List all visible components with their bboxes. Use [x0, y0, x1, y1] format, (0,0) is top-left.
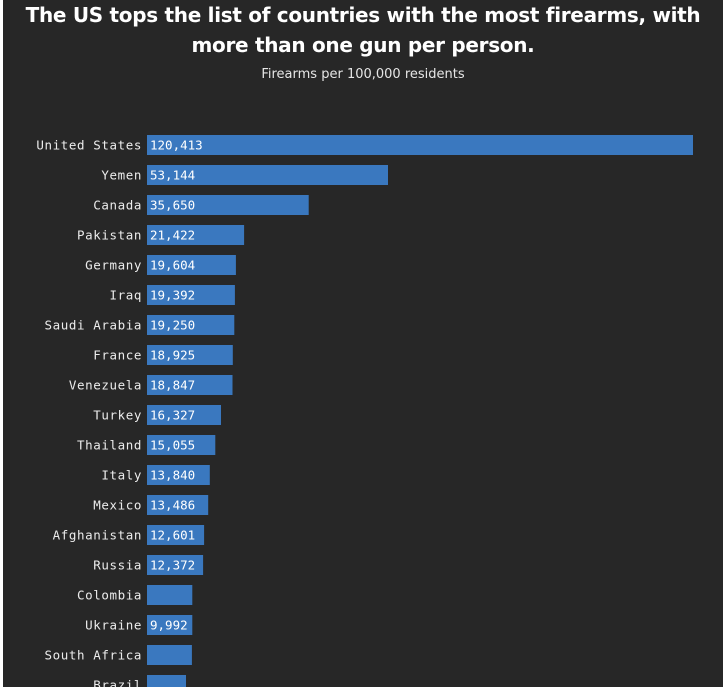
chart-title: The US tops the list of countries with t…: [25, 3, 701, 57]
category-label: United States: [36, 138, 142, 153]
value-label: 13,486: [150, 498, 195, 513]
value-label: 15,055: [150, 438, 195, 453]
bar: [147, 195, 309, 215]
value-label: 12,601: [150, 528, 195, 543]
category-label: Saudi Arabia: [44, 318, 142, 333]
bar-row: Italy 13,840: [101, 465, 210, 485]
bar-row: Canada 35,650: [93, 195, 309, 215]
bar: [147, 405, 221, 425]
bar-row: Yemen 53,144: [101, 165, 388, 185]
chart-panel: The US tops the list of countries with t…: [3, 0, 723, 687]
bar-row: Brazil: [93, 675, 186, 687]
category-label: Iraq: [109, 288, 142, 303]
bar: [147, 525, 205, 545]
category-label: Russia: [93, 558, 142, 573]
category-label: Colombia: [77, 588, 142, 603]
value-label: 18,925: [150, 348, 195, 363]
category-label: South Africa: [44, 648, 142, 663]
bar-row: Thailand 15,055: [77, 435, 216, 455]
category-label: Thailand: [77, 438, 142, 453]
value-label: 53,144: [150, 168, 195, 183]
bar-row: Mexico 13,486: [93, 495, 209, 515]
bar-row: Colombia: [77, 585, 193, 605]
category-label: Mexico: [93, 498, 142, 513]
bar-row: Ukraine 9,992: [85, 615, 193, 635]
bar-row: Germany 19,604: [85, 255, 236, 275]
bar: [147, 315, 235, 335]
value-label: 18,847: [150, 378, 195, 393]
bar: [147, 555, 204, 575]
value-label: 9,992: [150, 618, 188, 633]
category-label: France: [93, 348, 142, 363]
bar-row: South Africa: [44, 645, 192, 665]
value-label: 19,604: [150, 258, 195, 273]
bar-row: Afghanistan 12,601: [53, 525, 205, 545]
bar: [147, 255, 236, 275]
category-label: Afghanistan: [53, 528, 142, 543]
bar: [147, 585, 193, 605]
bar: [147, 285, 235, 305]
bar: [147, 165, 388, 185]
category-label: Venezuela: [69, 378, 142, 393]
bar-row: Turkey 16,327: [93, 405, 221, 425]
bar-row: Russia 12,372: [93, 555, 204, 575]
bar-row: Pakistan 21,422: [77, 225, 245, 245]
bar: [147, 495, 209, 515]
bar-row: Saudi Arabia 19,250: [44, 315, 235, 335]
value-label: 16,327: [150, 408, 195, 423]
value-label: 21,422: [150, 228, 195, 243]
bar: [147, 345, 233, 365]
value-label: 13,840: [150, 468, 195, 483]
bar: [147, 135, 693, 155]
category-label: Pakistan: [77, 228, 142, 243]
value-label: 19,392: [150, 288, 195, 303]
value-label: 35,650: [150, 198, 195, 213]
bar: [147, 375, 233, 395]
bar: [147, 645, 192, 665]
bar: [147, 435, 216, 455]
value-label: 12,372: [150, 558, 195, 573]
category-label: Italy: [101, 468, 142, 483]
bar-row: United States 120,413: [36, 135, 693, 155]
bar: [147, 615, 193, 635]
category-label: Germany: [85, 258, 142, 273]
bar-chart: United States 120,413 Yemen 53,144 Canada 35,…: [36, 135, 693, 687]
category-label: Turkey: [93, 408, 142, 423]
bar-row: France 18,925: [93, 345, 233, 365]
category-label: Brazil: [93, 678, 142, 687]
value-label: 19,250: [150, 318, 195, 333]
chart-subtitle: Firearms per 100,000 residents: [261, 67, 465, 82]
category-label: Canada: [93, 198, 142, 213]
bar: [147, 225, 245, 245]
category-label: Ukraine: [85, 618, 142, 633]
bar-row: Venezuela 18,847: [69, 375, 233, 395]
bar: [147, 465, 210, 485]
value-label: 120,413: [150, 138, 203, 153]
category-label: Yemen: [101, 168, 142, 183]
bar-row: Iraq 19,392: [109, 285, 235, 305]
bar: [147, 675, 186, 687]
